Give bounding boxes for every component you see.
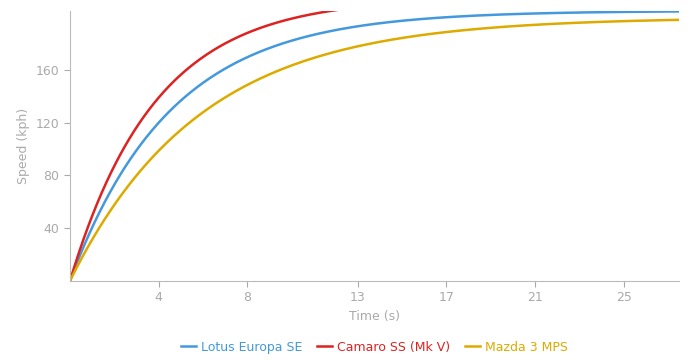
Legend: Lotus Europa SE, Camaro SS (Mk V), Mazda 3 MPS: Lotus Europa SE, Camaro SS (Mk V), Mazda… [176,336,573,359]
X-axis label: Time (s): Time (s) [349,310,400,323]
Y-axis label: Speed (kph): Speed (kph) [18,108,30,184]
